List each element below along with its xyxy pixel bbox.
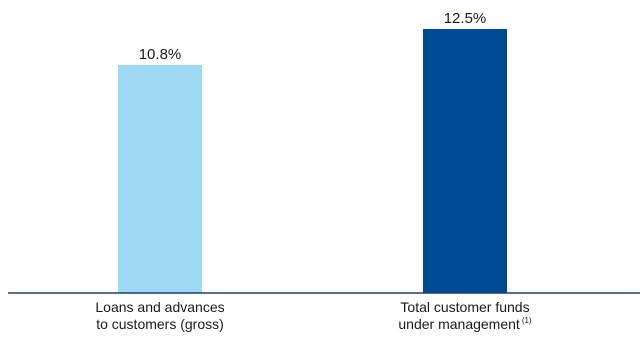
- value-labels-group: 10.8% 12.5%: [139, 10, 487, 63]
- footnote-marker: (1): [522, 316, 532, 325]
- category-label-1-line-2: to customers (gross): [96, 316, 224, 332]
- category-label-2-line-2: under management (1): [398, 316, 532, 332]
- value-label-1: 10.8%: [139, 46, 182, 63]
- bar-1: [118, 64, 202, 294]
- category-label-2-line-1: Total customer funds: [400, 299, 529, 315]
- category-label-1-line-1: Loans and advances: [95, 299, 224, 315]
- value-label-2: 12.5%: [444, 10, 487, 27]
- bar-2: [423, 29, 507, 293]
- bars-group: [118, 29, 507, 294]
